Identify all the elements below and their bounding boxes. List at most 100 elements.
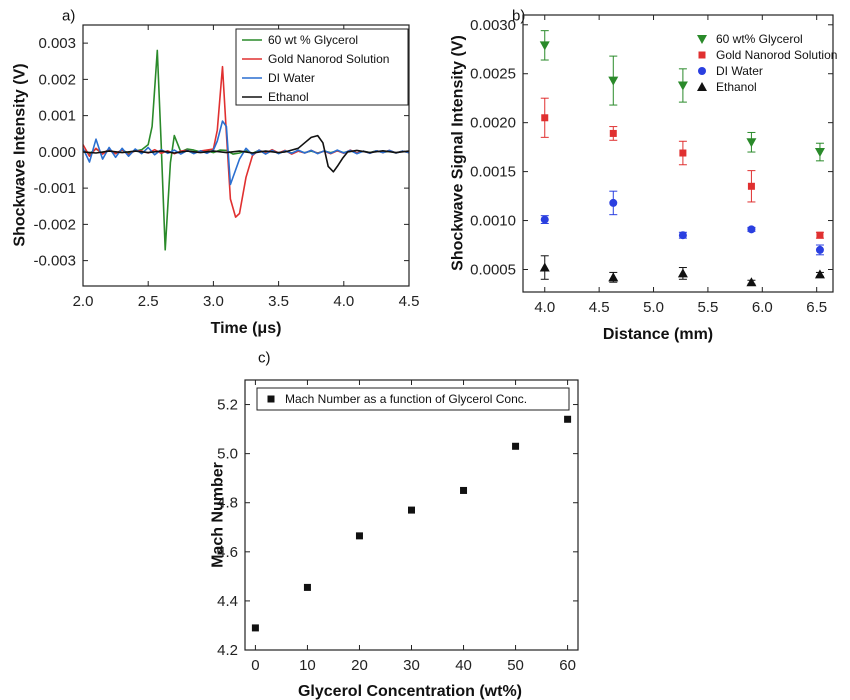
plot-frame [82,24,410,287]
legend-swatch [698,51,706,59]
legend: 60 wt % Glycerol Gold Nanorod Solution DI … [235,28,409,106]
y-tick-label: 5.2 [217,397,238,414]
x-tick-label: 5.0 [643,299,664,316]
x-axis-label: Distance (mm) [603,326,713,343]
plot-area [83,49,409,251]
y-tick-label: 4.2 [217,642,238,659]
y-tick-label: 5.0 [217,446,238,463]
x-tick-label: 4.0 [333,293,354,310]
x-tick-label: 20 [351,657,368,674]
x-axis-label: Glycerol Concentration (wt%) [298,683,522,700]
y-axis-label: Shockwave Signal Intensity (V) [449,35,466,271]
legend-label: Ethanol [716,80,757,94]
y-tick-label: 0.002 [38,71,76,88]
x-tick-label: 2.5 [138,293,159,310]
y-axis-label: Shockwave Intensity (V) [11,63,28,246]
data-point [816,231,824,239]
y-tick-label: 0.0020 [470,115,516,132]
x-tick-label: 50 [507,657,524,674]
chart-panel-2: b) 4.0 4.5 5.0 5.5 6.0 6.5 0.0005 0.0010 0.0015 0.… [449,7,837,343]
legend-swatch [698,67,706,75]
legend-label: DI Water [268,71,315,85]
chart-panel-3: c) 0 10 20 30 40 50 60 4.2 4.4 4.6 4.8 5.0 5.2 Glycero… [209,349,579,700]
panel-label: b) [512,7,525,24]
x-tick-label: 6.5 [806,299,827,316]
data-point [677,81,688,91]
x-tick-label: 3.5 [268,293,289,310]
x-tick-label: 40 [455,657,472,674]
legend-label: Gold Nanorod Solution [716,48,837,62]
x-axis-label: Time (μs) [211,320,282,337]
y-tick-label: 0.0010 [470,213,516,230]
y-tick-label: 4.6 [217,544,238,561]
y-tick-label: 0.0015 [470,164,516,181]
legend-swatch [697,35,707,44]
data-point [746,138,757,148]
data-point [408,506,415,514]
data-point [540,215,549,224]
data-point [564,415,572,423]
legend-label: 60 wt % Glycerol [268,33,358,47]
panel-label: a) [62,7,75,24]
x-tick-label: 10 [299,657,316,674]
data-point [460,486,468,494]
data-point [355,532,363,540]
legend-swatch [267,395,275,403]
data-point [746,277,757,287]
legend-label: 60 wt% Glycerol [716,32,803,46]
y-tick-label: -0.001 [33,180,76,197]
data-point [608,76,619,86]
x-tick-label: 3.0 [203,293,224,310]
y-tick-label: 0.003 [38,35,76,52]
legend-label: Gold Nanorod Solution [268,52,389,66]
y-tick-label: -0.003 [33,253,76,270]
plot-area [539,30,825,287]
data-point [539,262,550,272]
data-point [609,198,618,207]
data-point [512,442,520,450]
series-line-4 [83,134,409,173]
legend: 60 wt% Glycerol Gold Nanorod Solution DI W… [697,32,837,94]
data-point [251,624,259,632]
data-point [609,129,617,137]
y-tick-label: 0.0025 [470,66,516,83]
y-tick-label: 0.0005 [470,261,516,278]
data-point [747,182,755,190]
legend-swatch [697,82,707,91]
x-tick-label: 30 [403,657,420,674]
y-tick-label: 4.4 [217,593,238,610]
x-tick-label: 6.0 [752,299,773,316]
legend-box [256,387,570,411]
y-tick-label: 4.8 [217,495,238,512]
data-point [679,149,687,157]
legend: Mach Number as a function of Glycerol Co… [256,387,570,411]
y-tick-label: -0.002 [33,216,76,233]
data-point [539,41,550,51]
data-point [303,583,311,591]
legend-label: Ethanol [268,90,309,104]
data-point [541,114,549,122]
y-tick-label: 0.0030 [470,17,516,34]
plot-frame [522,14,834,293]
data-point [814,148,825,158]
y-axis-label: Mach Number [209,462,226,568]
plot-area [251,415,572,632]
x-tick-label: 4.0 [534,299,555,316]
x-tick-label: 0 [251,657,259,674]
legend-label: Mach Number as a function of Glycerol Co… [285,392,527,406]
data-point [608,272,619,282]
legend-box [235,28,409,106]
x-tick-label: 5.5 [697,299,718,316]
y-tick-label: 0.001 [38,108,76,125]
data-point [815,245,824,254]
x-tick-label: 4.5 [399,293,420,310]
legend-label: DI Water [716,64,763,78]
data-point [814,269,825,279]
x-tick-label: 2.0 [73,293,94,310]
x-tick-label: 60 [559,657,576,674]
y-tick-label: 0.000 [38,144,76,161]
data-point [678,231,687,240]
plot-frame [244,379,579,651]
